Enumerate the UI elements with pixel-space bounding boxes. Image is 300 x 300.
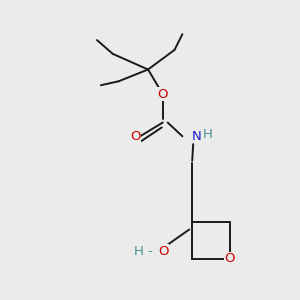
Text: H: H (203, 128, 213, 141)
Text: O: O (130, 130, 140, 143)
Text: O: O (224, 252, 235, 266)
Text: O: O (158, 88, 168, 100)
Text: O: O (158, 244, 168, 258)
Text: -: - (148, 244, 152, 258)
Text: N: N (192, 130, 202, 143)
Text: H: H (133, 244, 143, 258)
